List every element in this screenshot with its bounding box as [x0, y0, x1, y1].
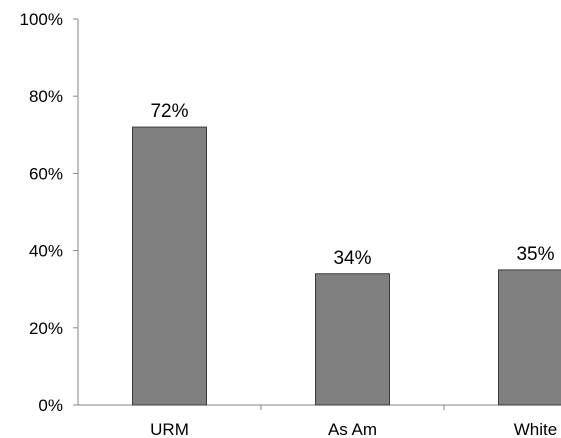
category-label: As Am: [328, 420, 377, 438]
bar-series: [132, 126, 561, 406]
y-tick-label: 80%: [29, 87, 63, 106]
y-axis: 0% 20% 40% 60% 80% 100%: [20, 10, 79, 415]
y-tick-label: 0%: [38, 396, 63, 415]
category-label: URM: [150, 420, 189, 438]
x-axis: [73, 404, 561, 410]
data-labels: 72% 34% 35%: [150, 101, 554, 269]
category-label: White: [514, 420, 557, 438]
y-tick-label: 20%: [29, 319, 63, 338]
bar-white: [498, 269, 561, 406]
data-label: 35%: [516, 244, 554, 265]
y-tick-label: 100%: [20, 10, 63, 29]
y-tick-label: 60%: [29, 164, 63, 183]
bar-as-am: [315, 273, 390, 406]
data-label: 72%: [150, 101, 188, 122]
category-labels: URM As Am White: [150, 420, 557, 438]
bar-urm: [132, 126, 207, 406]
data-label: 34%: [333, 248, 371, 269]
y-tick-label: 40%: [29, 242, 63, 261]
